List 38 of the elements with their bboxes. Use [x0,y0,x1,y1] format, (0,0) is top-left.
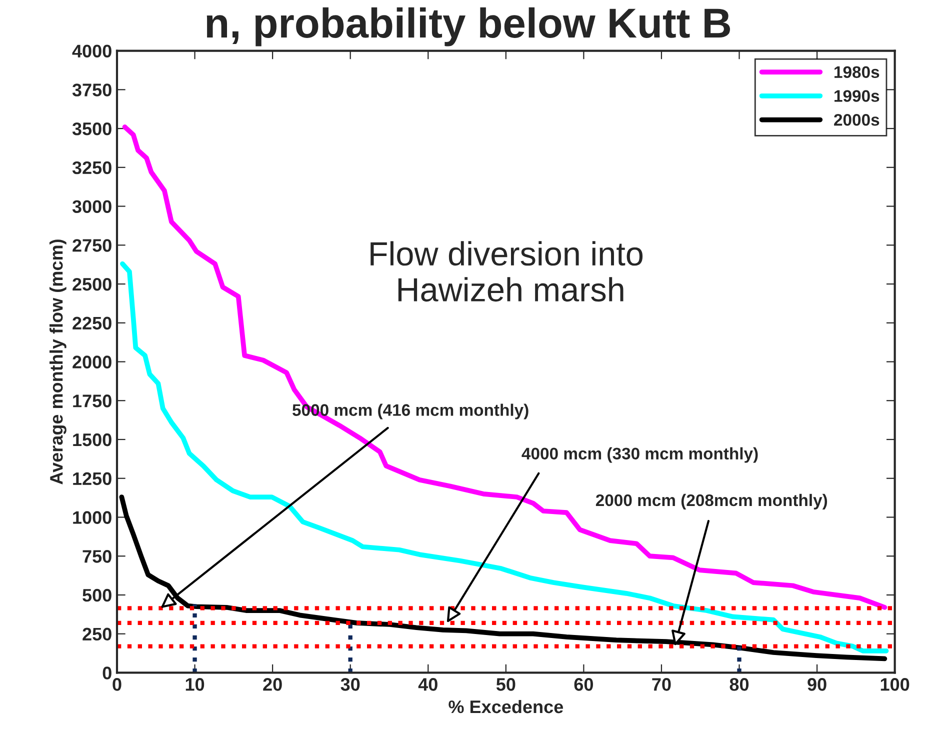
chart-title: n, probability below Kutt B [206,7,730,46]
y-tick-label: 750 [82,550,112,563]
legend-label: 1980s [834,66,880,78]
line-series [122,124,888,610]
y-tick-label: 3000 [72,200,112,214]
y-tick-label: 1250 [73,472,112,486]
y-tick-label: 0 [102,666,112,680]
y-axis-title: Average monthly flow (mcm) [50,240,66,484]
y-tick-label: 4000 [72,44,112,58]
x-tick-label: 30 [340,678,360,691]
x-tick-label: 60 [574,678,593,691]
y-tick-label: 2250 [72,316,112,330]
y-tick-label: 500 [82,588,112,602]
x-axis-title: % Excedence [448,700,564,714]
x-tick-label: 90 [808,678,826,691]
x-tick-label: 80 [730,678,749,691]
y-tick-label: 1500 [73,433,112,446]
legend-label: 1990s [834,90,880,102]
x-tick-label: 100 [880,678,910,691]
annotation: 2000 mcm (208mcm monthly) [596,494,828,510]
y-tick-label: 3500 [72,122,112,136]
y-tick-label: 2750 [72,239,112,252]
y-tick-label: 250 [82,628,112,641]
x-tick-label: 70 [652,678,671,691]
y-tick-label: 2000 [72,356,112,368]
x-tick-label: 20 [263,678,282,691]
annotation: Flow diversion into Hawizeh marsh [370,241,643,302]
y-tick-label: 3750 [72,84,112,96]
y-tick-label: 1000 [73,511,112,524]
legend-label: 2000s [834,114,880,126]
x-tick-label: 40 [418,678,438,691]
y-tick-label: 1750 [73,394,112,408]
x-tick-label: 10 [186,678,204,691]
y-tick-label: 3250 [72,161,112,174]
x-tick-label: 50 [496,678,516,691]
y-tick-label: 2500 [72,278,112,291]
annotation: 4000 mcm (330 mcm monthly) [522,447,758,463]
x-tick-label: 0 [112,678,122,691]
